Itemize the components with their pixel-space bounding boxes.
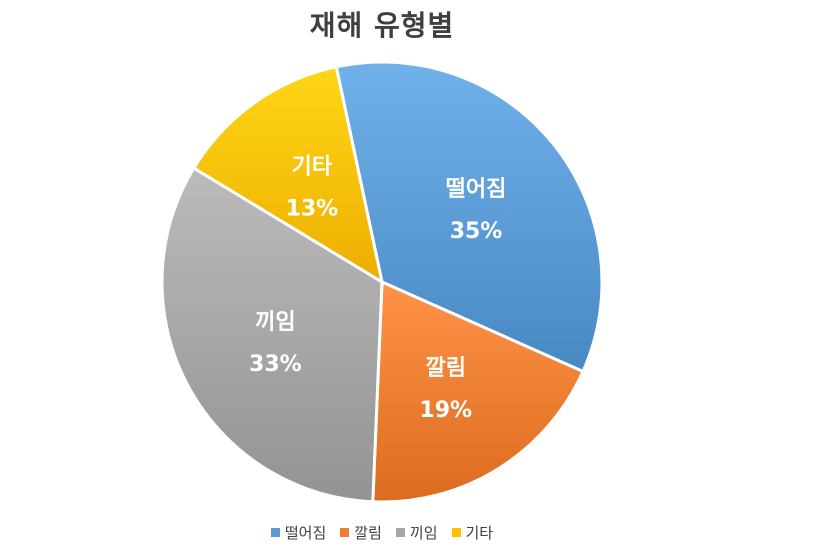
legend-swatch [451, 528, 461, 537]
slice-category-label: 기타 [292, 154, 333, 179]
legend-item: 끼임 [395, 522, 438, 543]
legend-label: 기타 [465, 524, 494, 542]
legend-swatch [340, 528, 350, 537]
pie-slice-1 [334, 60, 604, 374]
slice-value-label: 13% [286, 196, 339, 221]
legend-label: 떨어짐 [284, 524, 327, 542]
pie-slice-3 [160, 165, 384, 504]
legend-swatch [270, 528, 280, 537]
pie-slice-2 [371, 279, 585, 504]
legend-item: 떨어짐 [270, 522, 327, 543]
slice-value-label: 19% [419, 398, 472, 423]
slice-category-label: 끼임 [255, 310, 295, 335]
chart-title: 재해 유형별 [309, 9, 455, 42]
slice-value-label: 35% [450, 219, 503, 244]
slice-value-label: 33% [249, 352, 302, 377]
legend-swatch [395, 528, 405, 537]
pie-slice-4 [191, 65, 385, 286]
legend-label: 끼임 [409, 524, 438, 542]
legend-item: 기타 [451, 522, 494, 543]
slice-category-label: 떨어짐 [446, 177, 507, 202]
legend: 떨어짐 깔림 끼임 기타 [0, 522, 764, 543]
legend-label: 깔림 [354, 524, 382, 542]
slice-category-label: 깔림 [426, 356, 466, 381]
legend-item: 깔림 [340, 522, 382, 543]
